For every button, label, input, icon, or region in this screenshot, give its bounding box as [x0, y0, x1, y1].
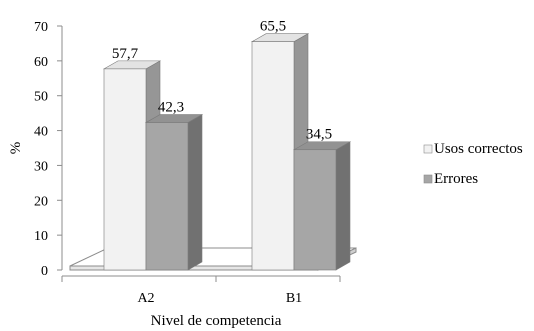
- data-label: 42,3: [158, 100, 184, 116]
- bar-front: [251, 41, 295, 271]
- y-tick-label: 70: [34, 20, 48, 35]
- y-tick-label: 0: [41, 264, 48, 279]
- x-tick-label: B1: [286, 291, 302, 306]
- x-tick-label: A2: [137, 291, 154, 306]
- data-label: 34,5: [306, 127, 332, 143]
- legend-swatch: [423, 144, 433, 154]
- data-label: 57,7: [112, 46, 139, 62]
- y-tick-label: 40: [34, 125, 48, 140]
- bar-B1-0: [250, 33, 310, 271]
- x-axis-title: Nivel de competencia: [151, 313, 282, 329]
- y-tick-label: 50: [34, 90, 48, 105]
- chart-bars: [102, 33, 352, 271]
- bar-side: [187, 114, 203, 271]
- legend-label: Errores: [434, 171, 478, 187]
- legend-swatch: [423, 174, 433, 184]
- bar-front: [145, 122, 189, 271]
- bar-side: [335, 141, 351, 271]
- y-axis-title: %: [8, 142, 24, 155]
- legend-label: Usos correctos: [434, 141, 523, 157]
- bar-A2-1: [144, 114, 204, 271]
- y-tick-label: 60: [34, 55, 48, 70]
- chart-labels: 0 10 20 30 40 50 60 70 57,7 42,3 A2 65,5 34,5 B1: [34, 19, 332, 306]
- y-tick-label: 20: [34, 194, 48, 209]
- legend: Usos correctos Errores: [423, 141, 523, 187]
- bar-front: [103, 68, 147, 271]
- y-tick-label: 10: [34, 229, 48, 244]
- bar-front: [293, 149, 337, 271]
- data-label: 65,5: [260, 19, 286, 35]
- y-tick-label: 30: [34, 159, 48, 174]
- bar-B1-1: [292, 141, 352, 271]
